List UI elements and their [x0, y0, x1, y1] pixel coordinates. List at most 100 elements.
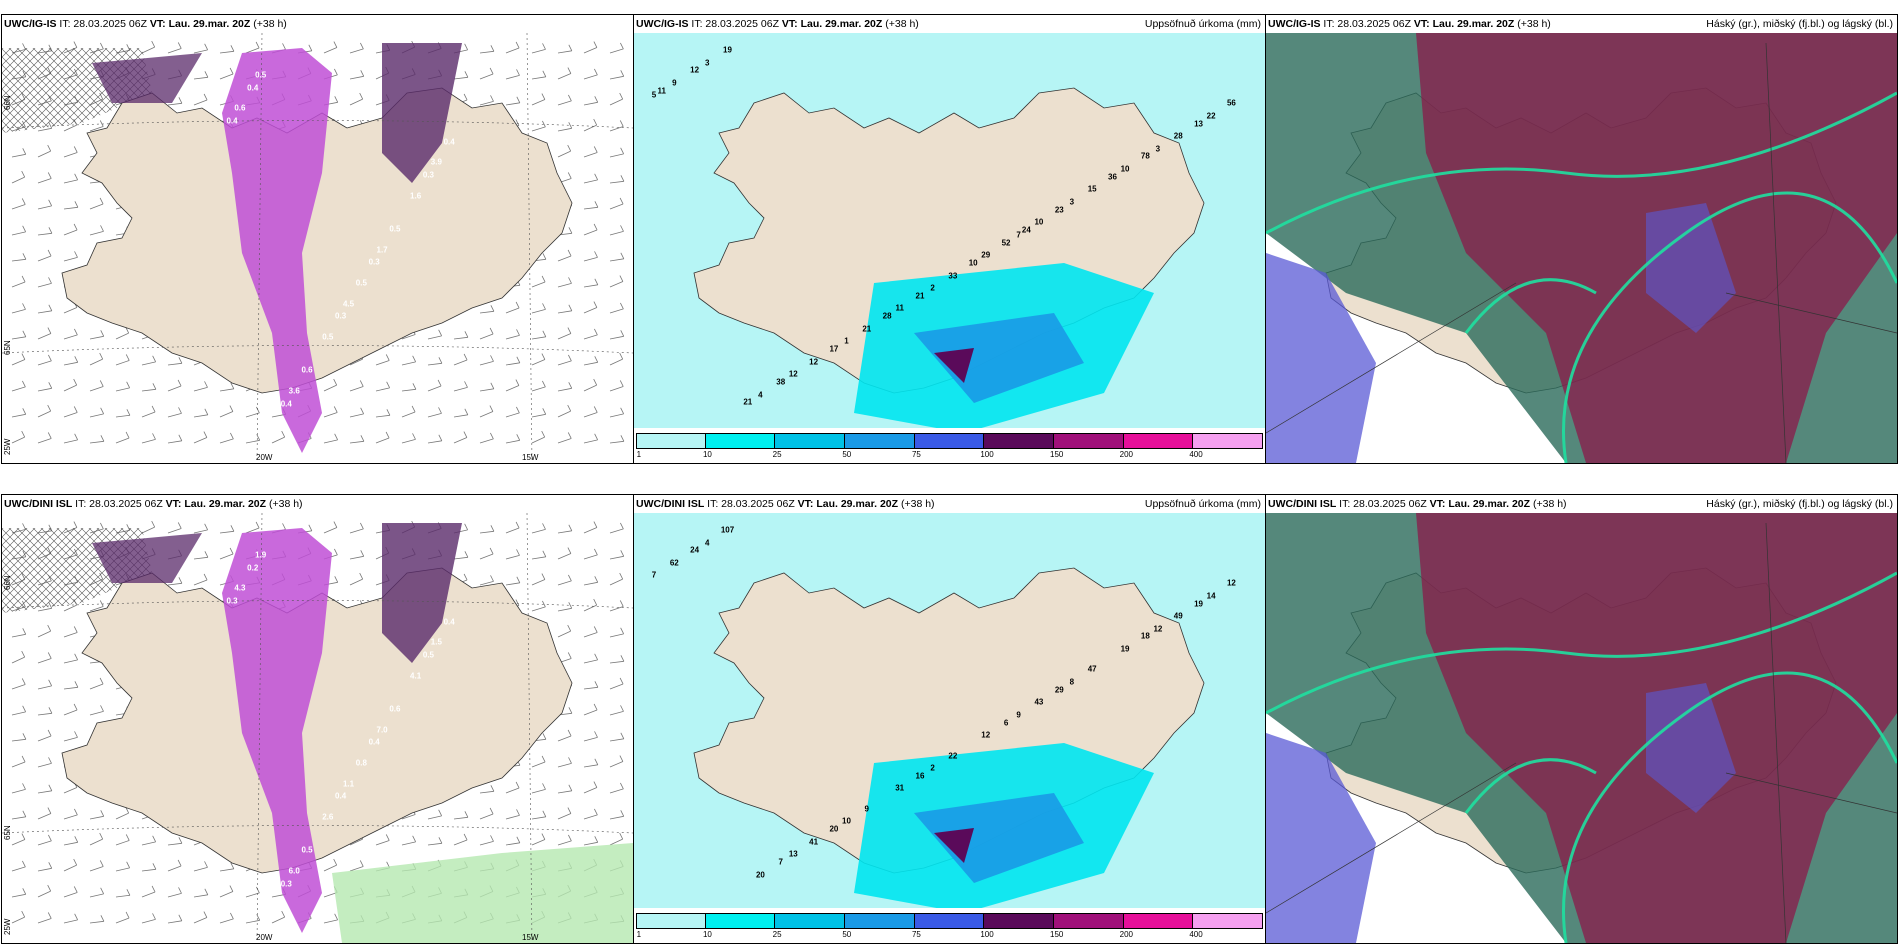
- colorbar-tick: 10: [702, 450, 712, 459]
- value-label: 0.8: [355, 758, 367, 768]
- low-cloud: [1646, 203, 1736, 333]
- value-label: 0.6: [301, 365, 313, 375]
- land: [61, 87, 573, 394]
- value-label: 18: [1140, 631, 1150, 641]
- value-label: 43: [1034, 697, 1044, 707]
- colorbar-swatch: [636, 913, 706, 929]
- colorbar-swatch: [775, 433, 845, 449]
- value-label: 3: [1069, 197, 1075, 207]
- cloud-panel-bottom: UWC/DINI ISL IT: 28.03.2025 06Z VT: Lau.…: [1265, 494, 1898, 944]
- cloud-map: [1266, 33, 1897, 463]
- cloud-edges: [1266, 571, 1897, 943]
- panel-right-title: Háský (gr.), miðský (fj.bl.) og lágský (…: [1706, 18, 1893, 30]
- colorbar-swatch: [1123, 913, 1194, 929]
- value-label: 0.4: [247, 83, 259, 93]
- value-label: 4.5: [342, 299, 355, 309]
- panel-header: UWC/IG-IS IT: 28.03.2025 06Z VT: Lau. 29…: [4, 16, 631, 32]
- colorbar-tick: 100: [980, 930, 994, 939]
- colorbar-swatch: [984, 433, 1054, 449]
- panel-header: UWC/DINI ISL IT: 28.03.2025 06Z VT: Lau.…: [1268, 496, 1895, 512]
- panel-header: UWC/IG-IS IT: 28.03.2025 06Z VT: Lau. 29…: [1268, 16, 1895, 32]
- lat-label: 66N: [3, 575, 12, 590]
- value-label: 11: [895, 303, 904, 313]
- snow-band-dark: [382, 523, 462, 663]
- value-label: 22: [1206, 111, 1216, 121]
- value-label: 12: [1226, 578, 1236, 588]
- precip-area-heavy: [914, 793, 1084, 883]
- value-label: 56: [1226, 98, 1236, 108]
- lon-label: 15W: [522, 453, 539, 462]
- colorbar-frame: [636, 433, 1263, 449]
- colorbar-tick: 75: [911, 450, 921, 459]
- value-label: 3.6: [288, 386, 300, 396]
- value-label: 47: [1087, 664, 1097, 674]
- value-label: 31: [895, 783, 905, 793]
- value-label: 4: [704, 538, 710, 548]
- value-label: 3: [704, 58, 710, 68]
- value-label: 0.4: [280, 399, 292, 409]
- value-label: 14: [1206, 591, 1216, 601]
- value-label: 1.1: [342, 779, 355, 789]
- value-label: 19: [1194, 599, 1203, 609]
- value-label: 2: [930, 763, 935, 773]
- cloud-map: [1266, 513, 1897, 943]
- precip-max: [934, 828, 974, 863]
- value-label: 21: [862, 324, 872, 334]
- value-label: 6.0: [288, 866, 300, 876]
- low-cloud: [1646, 683, 1736, 813]
- value-label: 12: [788, 369, 798, 379]
- value-label: 29: [981, 250, 991, 260]
- value-label: 0.5: [322, 332, 334, 342]
- value-label: 19: [1120, 644, 1130, 654]
- panel-header: UWC/IG-IS IT: 28.03.2025 06Z VT: Lau. 29…: [636, 16, 1263, 32]
- value-label: 4.3: [234, 583, 246, 593]
- value-label: 0.3: [280, 879, 292, 889]
- colorbar-swatch: [705, 433, 776, 449]
- panel-right-title: Uppsöfnuð úrkoma (mm): [1144, 18, 1261, 30]
- value-label: 21: [915, 291, 925, 301]
- precip-max: [934, 348, 974, 383]
- value-label: 12: [981, 730, 991, 740]
- value-label: 2.6: [322, 812, 334, 822]
- value-label: 22: [948, 751, 958, 761]
- lat-label: 25W: [3, 438, 12, 455]
- value-label: 0.3: [368, 257, 380, 267]
- precip-panel-top: UWC/IG-IS IT: 28.03.2025 06Z VT: Lau. 29…: [633, 14, 1266, 464]
- lon-label: 20W: [256, 453, 273, 462]
- map-canvas: [634, 513, 1265, 943]
- colorbar-tick: 25: [772, 450, 782, 459]
- value-label: 23: [1054, 205, 1064, 215]
- value-label: 20: [829, 824, 839, 834]
- snow-band-dark: [92, 533, 202, 583]
- precip-colorbar: 1 10 25 50 75 100 150 200 400: [636, 433, 1263, 461]
- cloud-edges: [1266, 91, 1897, 463]
- value-label: 62: [669, 558, 679, 568]
- lat-label: 65N: [3, 825, 12, 840]
- value-label: 19: [723, 45, 732, 55]
- lon-label: 15W: [522, 933, 539, 942]
- map-canvas: [2, 513, 633, 943]
- value-label: 0.5: [389, 224, 401, 234]
- value-label: 7: [1016, 230, 1021, 240]
- snow-map: 0.4 0.3 0.4 0.3 0.3 0.4 0.5 0.6 0.4 0.5 0.9 1.6 0.5 0…: [2, 33, 633, 463]
- value-label: 52: [1001, 238, 1011, 248]
- value-label: 0.9: [267, 419, 280, 429]
- colorbar-tick: 200: [1119, 450, 1134, 459]
- snow-panel-top: UWC/IG-IS IT: 28.03.2025 06Z VT: Lau. 29…: [1, 14, 634, 464]
- value-label: 0.3: [335, 311, 347, 321]
- value-label: 21: [743, 397, 753, 407]
- value-label: 7: [778, 857, 783, 867]
- lat-label: 66N: [3, 95, 12, 110]
- value-label: 107: [720, 525, 735, 535]
- precip-area-heavy: [914, 313, 1084, 403]
- value-label: 13: [1194, 119, 1203, 129]
- graticule: [2, 33, 633, 463]
- colorbar-tick: 50: [842, 450, 852, 459]
- value-label: 0.5: [422, 650, 434, 660]
- value-label: 1.7: [376, 245, 388, 255]
- colorbar-swatch: [845, 433, 915, 449]
- value-label: 1: [844, 336, 849, 346]
- precip-map: 7 9 13 12 2 4 8 10 14 12 20 19 31 62 43 41 49 22 107 47 9 12 6…: [634, 513, 1265, 943]
- colorbar-swatch: [1054, 913, 1124, 929]
- colorbar-tick: 10: [702, 930, 712, 939]
